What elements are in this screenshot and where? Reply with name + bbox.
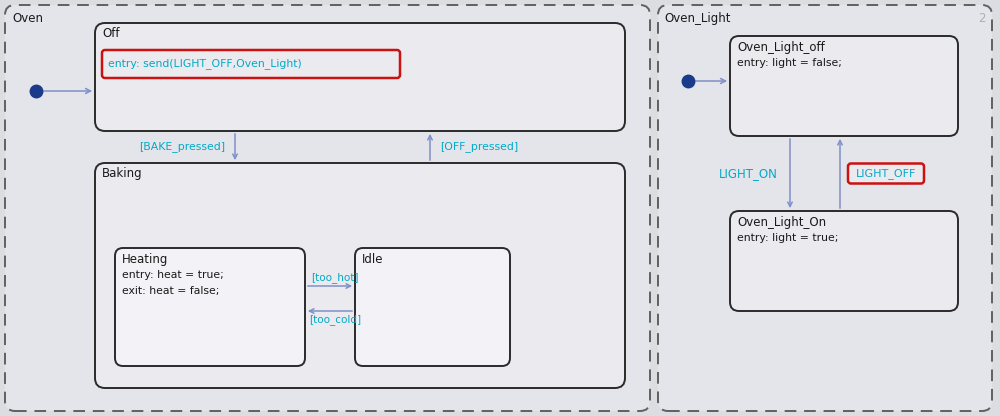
Text: Oven: Oven: [12, 12, 43, 25]
Text: entry: heat = true;: entry: heat = true;: [122, 270, 224, 280]
FancyBboxPatch shape: [102, 50, 400, 78]
Text: exit: heat = false;: exit: heat = false;: [122, 286, 219, 296]
Text: Oven_Light: Oven_Light: [664, 12, 730, 25]
Text: Oven_Light_On: Oven_Light_On: [737, 216, 826, 229]
FancyBboxPatch shape: [95, 23, 625, 131]
FancyBboxPatch shape: [355, 248, 510, 366]
FancyBboxPatch shape: [5, 5, 650, 411]
FancyBboxPatch shape: [730, 211, 958, 311]
Text: [OFF_pressed]: [OFF_pressed]: [440, 141, 518, 152]
Text: Off: Off: [102, 27, 120, 40]
FancyBboxPatch shape: [115, 248, 305, 366]
Text: [BAKE_pressed]: [BAKE_pressed]: [139, 141, 225, 152]
FancyBboxPatch shape: [95, 163, 625, 388]
Text: 2: 2: [978, 12, 986, 25]
FancyBboxPatch shape: [730, 36, 958, 136]
Text: entry: send(LIGHT_OFF,Oven_Light): entry: send(LIGHT_OFF,Oven_Light): [108, 59, 302, 69]
Text: Heating: Heating: [122, 253, 168, 266]
Text: LIGHT_OFF: LIGHT_OFF: [856, 168, 916, 179]
Text: [too_hot]: [too_hot]: [311, 272, 359, 283]
Text: entry: light = true;: entry: light = true;: [737, 233, 838, 243]
Text: [too_cold]: [too_cold]: [309, 314, 361, 325]
FancyBboxPatch shape: [658, 5, 992, 411]
Text: entry: light = false;: entry: light = false;: [737, 58, 842, 68]
FancyBboxPatch shape: [848, 163, 924, 183]
Text: LIGHT_ON: LIGHT_ON: [719, 167, 778, 180]
Text: Baking: Baking: [102, 167, 143, 180]
Text: Idle: Idle: [362, 253, 384, 266]
Text: Oven_Light_off: Oven_Light_off: [737, 41, 825, 54]
